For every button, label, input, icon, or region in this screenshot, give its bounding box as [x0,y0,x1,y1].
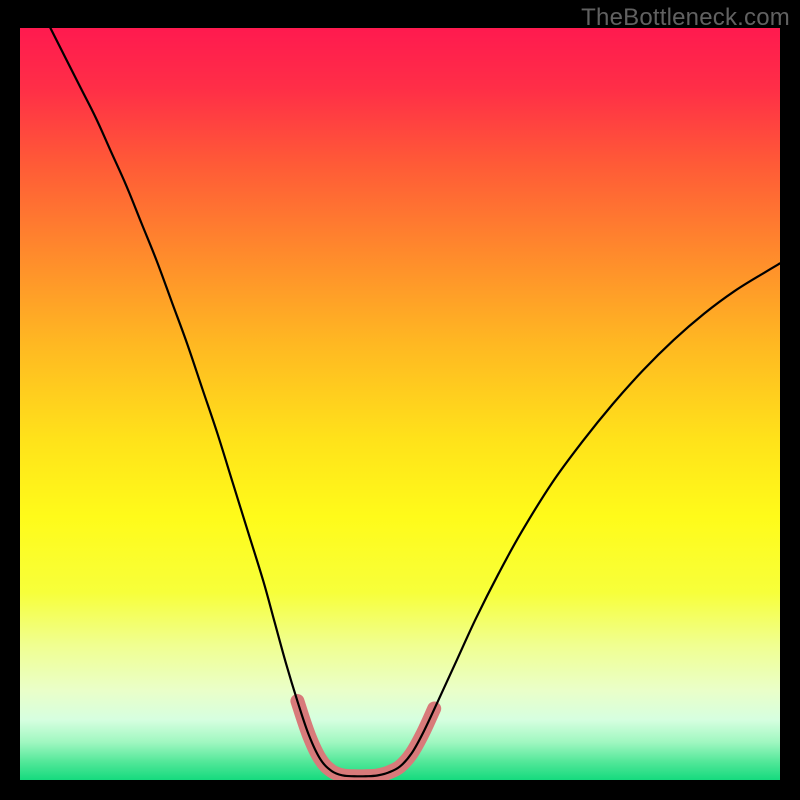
bottleneck-chart [20,28,780,780]
gradient-background [20,28,780,780]
watermark-text: TheBottleneck.com [581,4,790,32]
plot-container [20,28,780,780]
